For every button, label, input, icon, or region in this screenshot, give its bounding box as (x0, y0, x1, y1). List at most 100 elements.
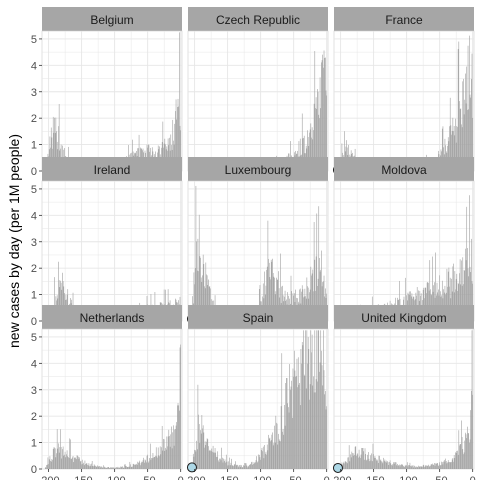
histogram-bar (162, 450, 164, 469)
histogram-bar (63, 286, 65, 321)
histogram-bar (69, 438, 71, 469)
histogram-bar (207, 285, 209, 321)
histogram-bar (87, 464, 88, 469)
histogram-bar (455, 142, 457, 171)
histogram-bar (314, 259, 316, 321)
histogram-bar (266, 454, 267, 469)
histogram-bar (425, 465, 427, 469)
histogram-bar (179, 32, 180, 171)
histogram-bar (118, 467, 119, 469)
histogram-bar (360, 454, 362, 469)
histogram-bar (281, 353, 283, 469)
histogram-bar (113, 468, 115, 469)
histogram-bar (472, 394, 473, 469)
histogram-bar (209, 286, 211, 321)
histogram-bar (109, 467, 110, 469)
histogram-bar (441, 461, 442, 469)
histogram-bar (401, 464, 403, 469)
histogram-bar (381, 461, 382, 469)
histogram-bar (60, 282, 62, 321)
histogram-bar (404, 465, 406, 469)
histogram-bar (422, 465, 424, 469)
histogram-bar (109, 468, 111, 469)
histogram-bar (152, 453, 154, 469)
histogram-bar (132, 463, 134, 469)
histogram-bar (408, 465, 409, 469)
histogram-bar (413, 465, 415, 469)
histogram-bar (431, 464, 433, 469)
histogram-bar (279, 440, 281, 469)
histogram-bar (412, 467, 414, 469)
histogram-bar (110, 467, 111, 469)
histogram-bar (432, 256, 433, 321)
histogram-bar (194, 284, 195, 321)
histogram-bar (265, 285, 267, 321)
histogram-bar (173, 425, 174, 469)
panel-title: Ireland (94, 163, 131, 177)
histogram-bar (247, 467, 248, 469)
histogram-bar (321, 365, 323, 469)
histogram-bar (266, 444, 268, 469)
histogram-bar (62, 449, 63, 469)
histogram-bar (360, 457, 361, 469)
histogram-bar (280, 441, 281, 469)
histogram-bar (178, 106, 179, 171)
histogram-bar (459, 101, 460, 171)
histogram-bar (463, 78, 464, 171)
histogram-bar (180, 130, 181, 171)
histogram-bar (55, 457, 57, 469)
histogram-bar (58, 104, 60, 171)
histogram-bar (371, 461, 373, 469)
histogram-bar (174, 429, 176, 469)
histogram-bar (451, 459, 453, 469)
histogram-bar (142, 460, 144, 469)
histogram-bar (441, 462, 443, 469)
histogram-bar (428, 465, 430, 469)
histogram-bar (45, 467, 47, 469)
histogram-bar (319, 77, 321, 171)
histogram-bar (237, 464, 238, 469)
histogram-bar (56, 131, 57, 171)
histogram-bar (467, 45, 469, 171)
histogram-bar (464, 99, 466, 171)
histogram-bar (432, 463, 433, 469)
histogram-bar (192, 453, 194, 469)
histogram-bar (454, 135, 456, 171)
histogram-bar (177, 107, 178, 171)
panel-title: Moldova (381, 163, 427, 177)
histogram-bar (81, 459, 83, 469)
histogram-bar (459, 109, 461, 171)
histogram-bar (163, 439, 165, 469)
x-tick-label: -100 (104, 475, 126, 480)
histogram-bar (53, 132, 55, 171)
histogram-bar (299, 138, 301, 171)
histogram-bar (385, 461, 386, 469)
histogram-bar (312, 385, 314, 469)
histogram-bar (292, 368, 294, 469)
histogram-bar (286, 378, 287, 469)
histogram-bar (48, 464, 49, 469)
histogram-bar (320, 269, 322, 321)
histogram-bar (292, 417, 293, 469)
histogram-bar (76, 459, 77, 469)
histogram-bar (418, 466, 420, 469)
histogram-bar (212, 451, 213, 469)
histogram-bar (66, 454, 67, 469)
histogram-bar (316, 108, 318, 171)
histogram-bar (64, 451, 66, 469)
histogram-bar (136, 464, 138, 469)
histogram-bar (326, 95, 327, 171)
histogram-bar (350, 457, 352, 469)
histogram-bar (303, 374, 305, 469)
histogram-bar (352, 455, 354, 469)
histogram-bar (457, 127, 458, 171)
histogram-bar (461, 260, 462, 321)
histogram-bar (435, 252, 436, 321)
histogram-bar (154, 456, 156, 469)
histogram-bar (249, 464, 251, 469)
histogram-bar (306, 277, 308, 321)
histogram-bar (351, 451, 353, 469)
histogram-bar (310, 123, 312, 171)
histogram-bar (286, 378, 288, 469)
x-tick-label: 0 (324, 475, 330, 480)
